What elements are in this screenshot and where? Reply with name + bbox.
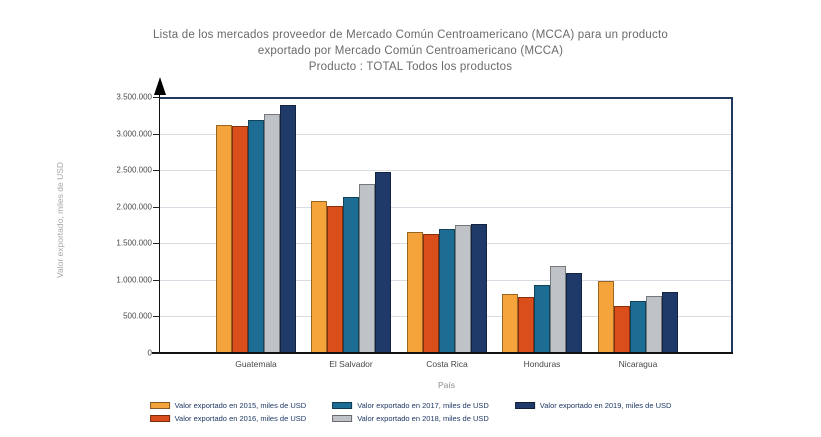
bar-costa-rica-2018	[455, 225, 471, 353]
bar-costa-rica-2019	[471, 224, 487, 353]
y-axis-line	[159, 83, 160, 353]
legend-swatch-icon	[149, 402, 170, 409]
legend-label: Valor exportado en 2016, miles de USD	[174, 414, 307, 423]
y-tick-mark	[153, 316, 160, 317]
y-tick-mark	[153, 97, 160, 98]
y-tick-label: 3.000.000	[116, 129, 152, 139]
legend-item: Valor exportado en 2015, miles de USD	[149, 401, 307, 410]
y-tick-label: 1.000.000	[116, 275, 152, 285]
x-category-label: Honduras	[523, 359, 561, 369]
y-axis-title: Valor exportado, miles de USD	[55, 161, 65, 279]
bar-nicaragua-2015	[598, 281, 614, 353]
bar-guatemala-2019	[280, 105, 296, 353]
legend-label: Valor exportado en 2017, miles de USD	[357, 401, 489, 410]
y-tick-label: 2.000.000	[116, 202, 152, 212]
legend-label: Valor exportado en 2015, miles de USD	[174, 401, 307, 410]
bar-nicaragua-2018	[646, 296, 662, 353]
legend-item: Valor exportado en 2019, miles de USD	[514, 401, 672, 410]
bar-el-salvador-2016	[327, 206, 343, 353]
bar-guatemala-2016	[232, 126, 248, 353]
legend-swatch-icon	[514, 402, 535, 409]
legend-label: Valor exportado en 2019, miles de USD	[539, 401, 672, 410]
chart-title-line-2: exportado por Mercado Común Centroameric…	[257, 45, 564, 57]
y-tick-label: 2.500.000	[116, 165, 152, 175]
bar-costa-rica-2015	[407, 232, 423, 353]
bar-costa-rica-2016	[423, 234, 439, 353]
bar-guatemala-2015	[216, 125, 232, 353]
y-tick-label: 3.500.000	[116, 92, 152, 102]
bar-honduras-2019	[566, 273, 582, 353]
y-axis-arrow-icon	[154, 77, 166, 95]
gridline	[160, 207, 733, 208]
y-tick-label: 1.500.000	[116, 238, 152, 248]
gridline	[160, 170, 733, 171]
x-axis-line	[152, 352, 733, 354]
plot-border-right	[731, 97, 733, 353]
legend-swatch-icon	[332, 402, 353, 409]
y-tick-mark	[153, 170, 160, 171]
bar-el-salvador-2017	[343, 197, 359, 353]
plot-area: 0 500.000 1.000.000 1.500.000 2.000.000 2.500…	[116, 77, 733, 369]
legend-label: Valor exportado en 2018, miles de USD	[357, 414, 489, 423]
bar-costa-rica-2017	[439, 229, 455, 353]
bar-nicaragua-2019	[662, 292, 678, 353]
bar-el-salvador-2019	[375, 172, 391, 353]
y-tick-mark	[153, 353, 160, 354]
y-tick-mark	[153, 134, 160, 135]
plot-border-top	[160, 97, 733, 99]
legend-item: Valor exportado en 2016, miles de USD	[149, 414, 307, 423]
legend-swatch-icon	[149, 415, 170, 422]
x-category-label: Nicaragua	[618, 359, 658, 369]
y-tick-mark	[153, 243, 160, 244]
chart-title-line-1: Lista de los mercados proveedor de Merca…	[153, 29, 668, 41]
bar-honduras-2015	[502, 294, 518, 353]
bar-honduras-2016	[518, 297, 534, 353]
x-axis-title: País	[437, 380, 455, 390]
y-tick-label: 500.000	[123, 311, 152, 321]
y-tick-mark	[153, 207, 160, 208]
gridline	[160, 134, 733, 135]
chart-legend: Valor exportado en 2015, miles de USD Val…	[149, 401, 672, 423]
y-tick-mark	[153, 280, 160, 281]
bar-honduras-2017	[534, 285, 550, 353]
x-category-label: Costa Rica	[426, 359, 468, 369]
y-tick-label: 0	[147, 348, 152, 358]
legend-item: Valor exportado en 2018, miles de USD	[332, 414, 489, 423]
bar-nicaragua-2017	[630, 301, 646, 353]
bar-nicaragua-2016	[614, 306, 630, 353]
bar-guatemala-2017	[248, 120, 264, 353]
bar-honduras-2018	[550, 266, 566, 353]
bar-guatemala-2018	[264, 114, 280, 353]
bar-el-salvador-2015	[311, 201, 327, 353]
chart-title: Lista de los mercados proveedor de Merca…	[0, 27, 821, 75]
x-category-label: Guatemala	[235, 359, 277, 369]
bar-el-salvador-2018	[359, 184, 375, 353]
chart-title-line-3: Producto : TOTAL Todos los productos	[308, 61, 513, 73]
legend-item: Valor exportado en 2017, miles de USD	[332, 401, 489, 410]
x-category-label: El Salvador	[329, 359, 373, 369]
legend-swatch-icon	[332, 415, 353, 422]
